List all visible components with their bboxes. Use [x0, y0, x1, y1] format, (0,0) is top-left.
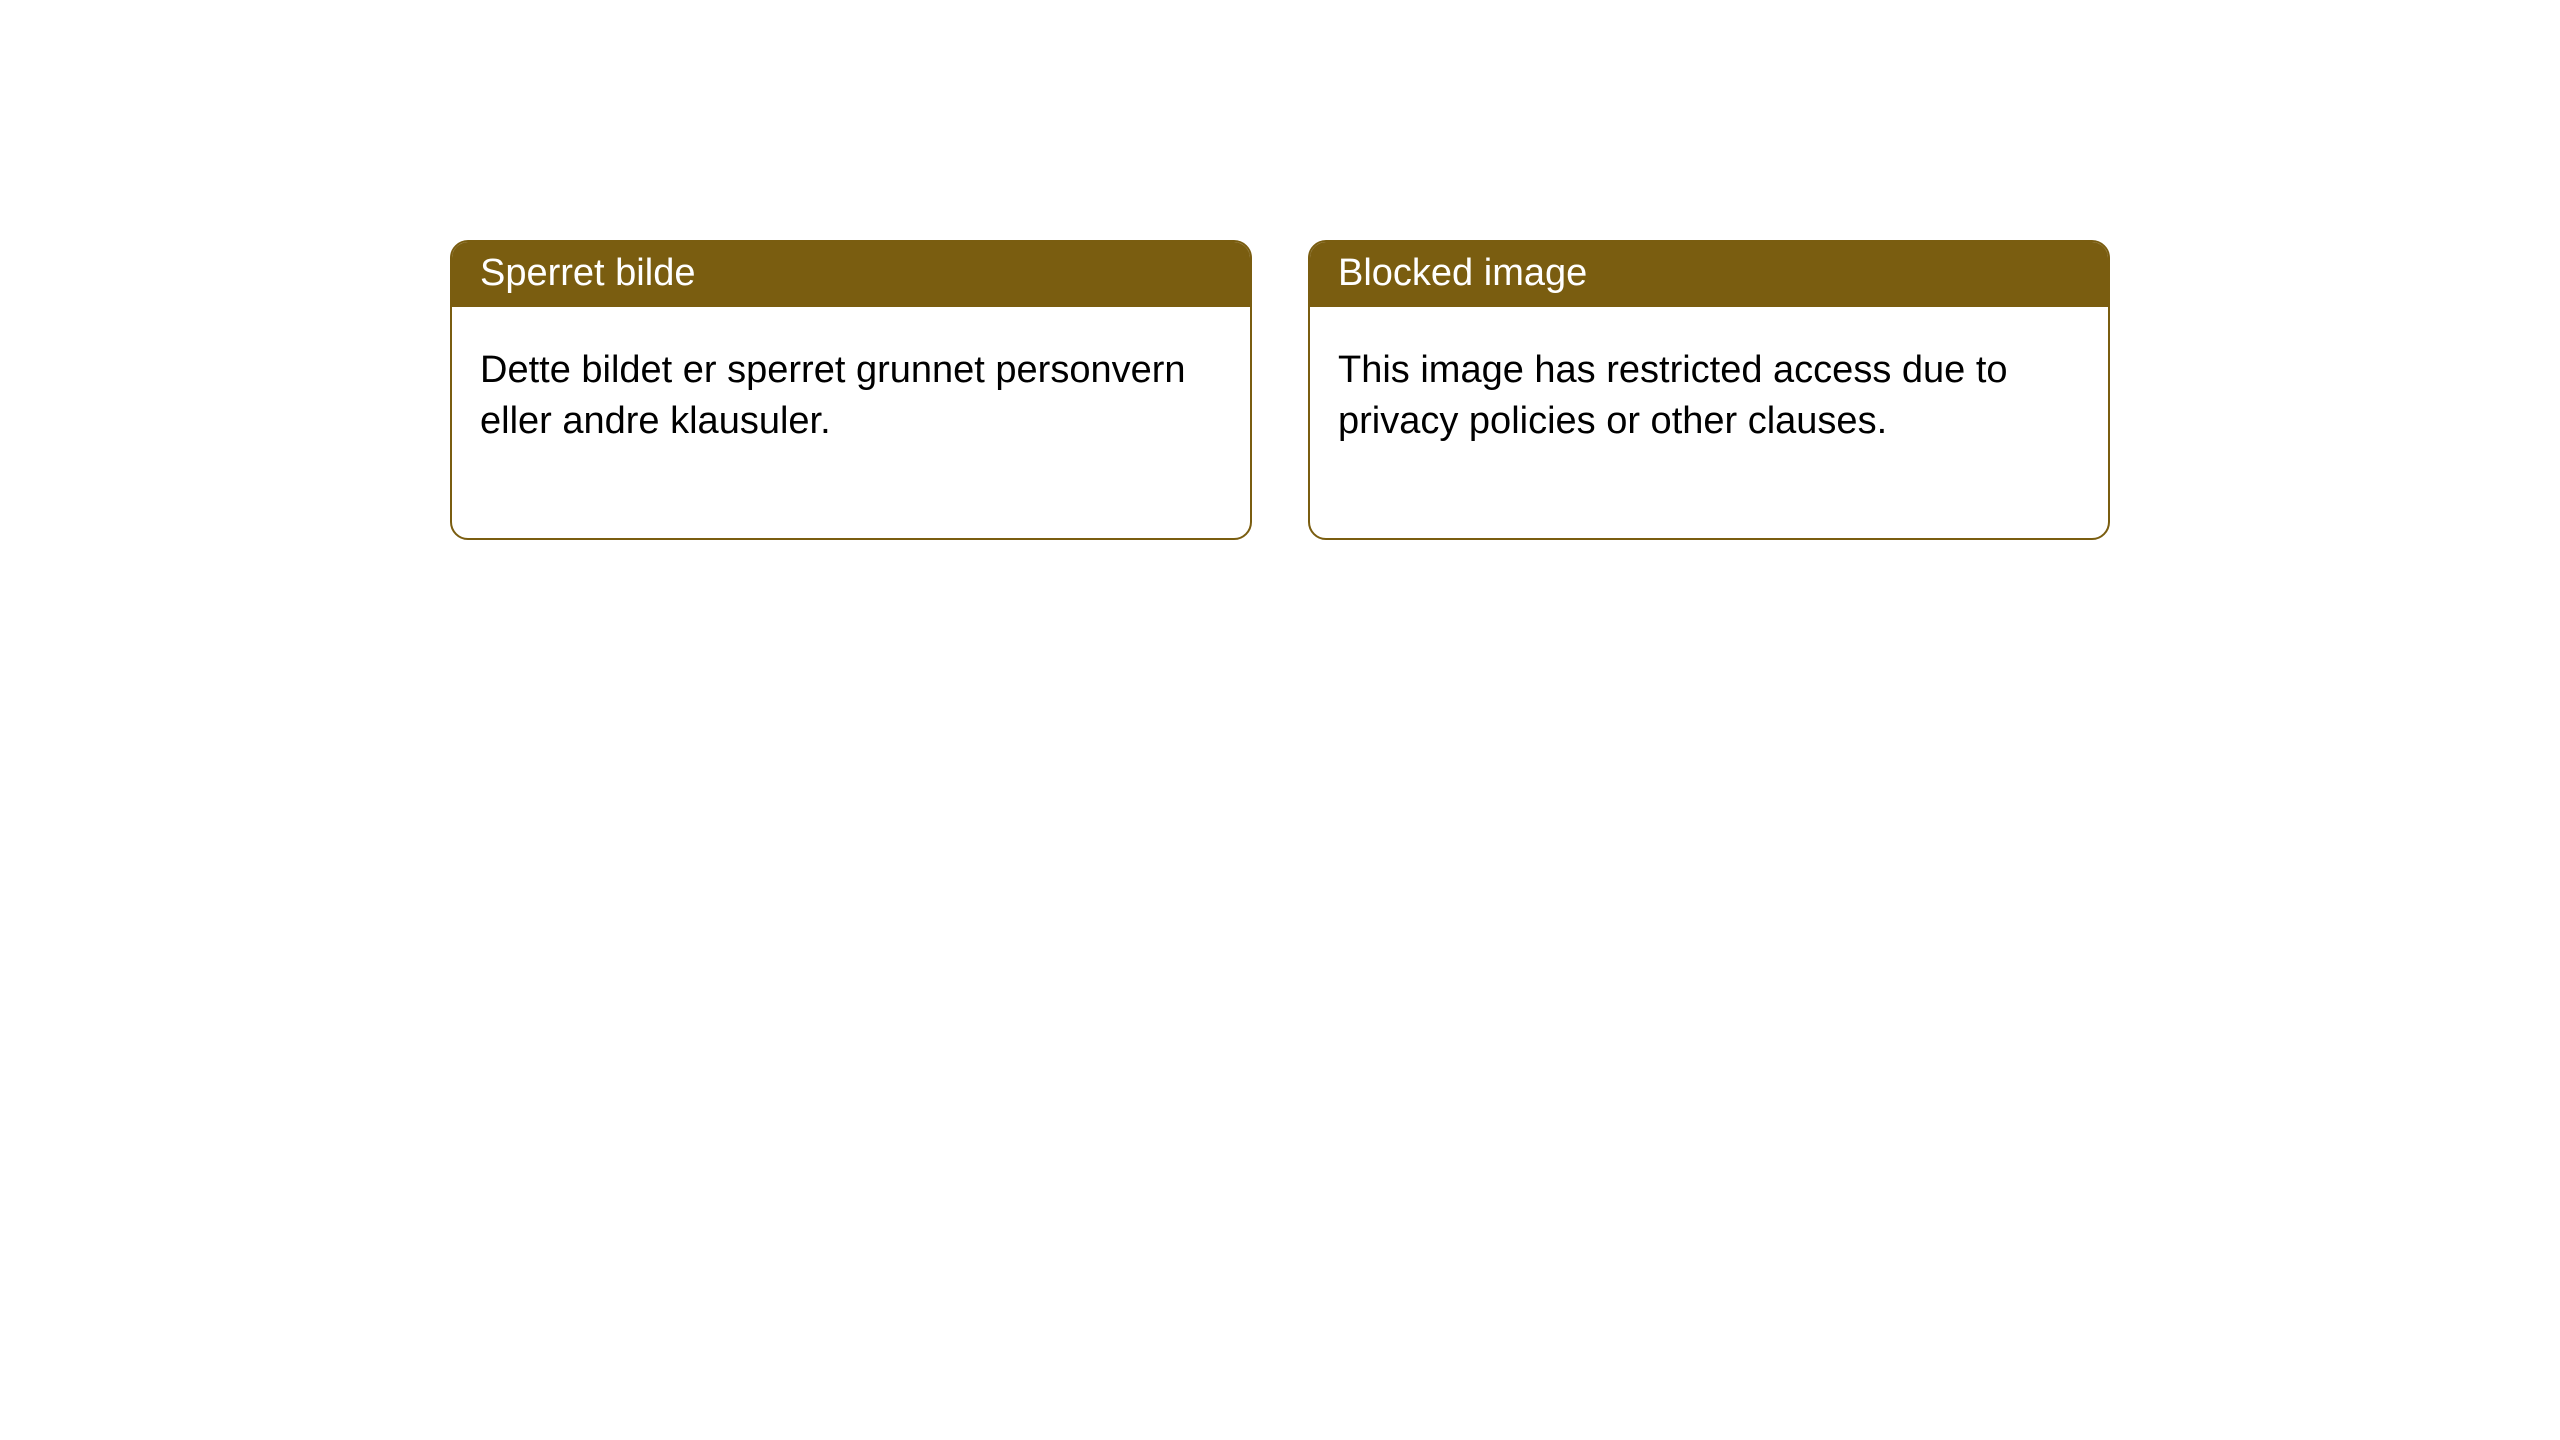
notices-container: Sperret bilde Dette bildet er sperret gr… [0, 0, 2560, 540]
notice-header: Sperret bilde [452, 242, 1250, 307]
notice-body: This image has restricted access due to … [1310, 307, 2108, 538]
notice-body: Dette bildet er sperret grunnet personve… [452, 307, 1250, 538]
notice-box-english: Blocked image This image has restricted … [1308, 240, 2110, 540]
notice-header: Blocked image [1310, 242, 2108, 307]
notice-box-norwegian: Sperret bilde Dette bildet er sperret gr… [450, 240, 1252, 540]
